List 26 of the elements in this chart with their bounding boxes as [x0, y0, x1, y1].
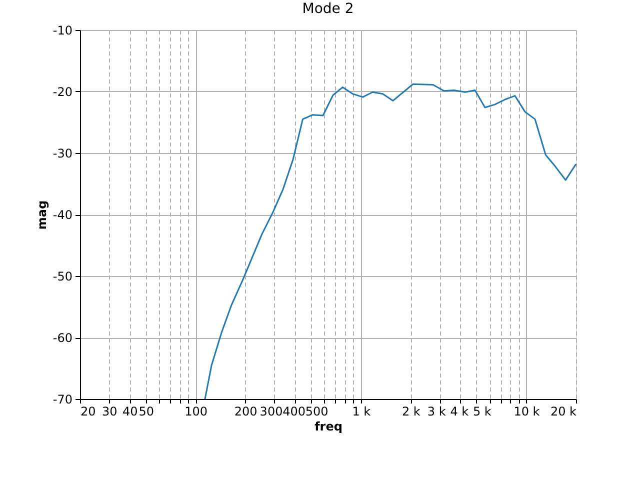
x-tick-label: 400 — [282, 404, 306, 418]
x-tick-label: 30 — [102, 404, 118, 418]
y-tick-label: -50 — [52, 270, 72, 284]
x-tick-label: 5 k — [472, 404, 492, 418]
x-tick-label: 1 k — [352, 404, 371, 418]
x-axis-title: freq — [314, 420, 342, 434]
x-tick-label: 4 k — [450, 404, 469, 418]
x-tick-label: 20 k — [550, 404, 577, 418]
y-tick-label: -10 — [52, 24, 72, 38]
x-tick-label: 100 — [184, 404, 208, 418]
x-tick-label: 20 — [80, 404, 96, 418]
y-axis-title: mag — [34, 200, 49, 230]
chart-title: Mode 2 — [302, 1, 354, 17]
y-tick-label: -40 — [52, 208, 72, 222]
x-tick-label: 3 k — [427, 404, 446, 418]
x-tick-label: 2 k — [402, 404, 420, 418]
y-tick-label: -60 — [52, 331, 72, 345]
y-tick-label: -70 — [52, 392, 72, 406]
x-tick-label: 300 — [260, 404, 283, 418]
x-tick-label: 50 — [138, 404, 154, 418]
y-tick-label: -20 — [52, 85, 72, 99]
x-tick-label: 200 — [234, 404, 258, 418]
x-tick-label: 40 — [122, 404, 138, 418]
y-tick-label: -30 — [52, 146, 72, 160]
x-tick-label: 10 k — [514, 404, 540, 418]
x-tick-label: 500 — [305, 404, 328, 418]
